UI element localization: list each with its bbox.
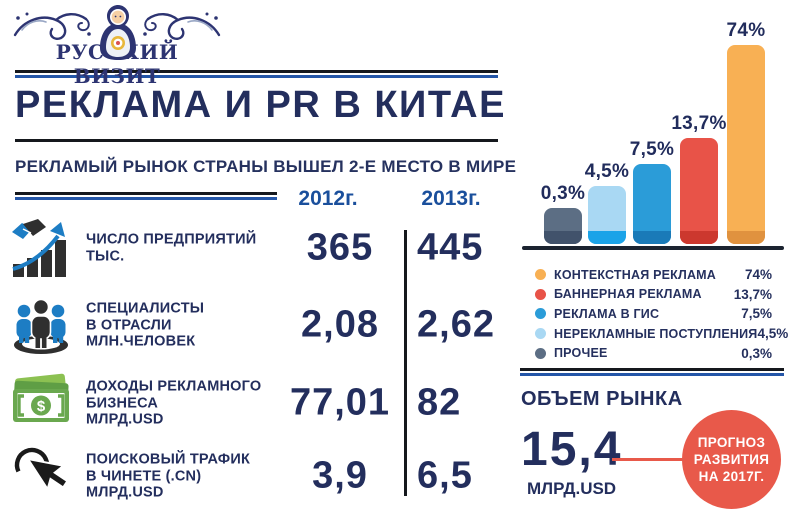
flourish-right-ornament <box>143 12 221 40</box>
chart-bar-value-label: 74% <box>726 20 766 41</box>
column-divider <box>404 230 407 496</box>
matryoshka-icon <box>100 5 136 60</box>
bar-chart: 0,3% 4,5% 7,5% 13,7% 74% <box>520 0 785 252</box>
legend-value: 74% <box>744 267 772 283</box>
chart-bar-value-label: 7,5% <box>629 139 675 160</box>
metric-value-2013: 2,62 <box>417 303 495 346</box>
chart-bar-base <box>633 231 671 244</box>
column-header-2012: 2012г. <box>298 187 358 210</box>
market-volume-unit: МЛРД.USD <box>527 479 617 498</box>
table-row: ЧИСЛО ПРЕДПРИЯТИЙ ТЫС. 365 445 <box>8 210 500 286</box>
metric-label-line: ТЫС. <box>86 248 125 264</box>
metric-value-2012: 3,9 <box>312 454 368 497</box>
metric-label-line: МЛРД.USD <box>86 411 164 428</box>
legend-item: РЕКЛАМА В ГИС 7,5% <box>535 304 772 324</box>
metric-value-2012: 365 <box>306 226 374 269</box>
legend-value: 13,7% <box>733 286 772 302</box>
legend-label: РЕКЛАМА В ГИС <box>554 306 660 321</box>
badge-connector-line <box>612 458 684 461</box>
chart-bar-base <box>544 231 582 244</box>
legend-item: ПРОЧЕЕ 0,3% <box>535 343 772 363</box>
legend-item: НЕРЕКЛАМНЫЕ ПОСТУПЛЕНИЯ 4,5% <box>535 324 788 344</box>
metric-value-2013: 82 <box>417 381 462 424</box>
metric-label: СПЕЦИАЛИСТЫ В ОТРАСЛИ МЛН.ЧЕЛОВЕК <box>86 300 204 350</box>
metric-label-line: В ОТРАСЛИ <box>86 316 172 333</box>
legend-color-dot <box>535 308 546 320</box>
legend-color-dot <box>535 328 546 340</box>
legend-value: 4,5% <box>757 326 789 342</box>
legend-label: ПРОЧЕЕ <box>554 346 608 361</box>
market-volume-heading: ОБЪЕМ РЫНКА <box>521 388 683 410</box>
legend-value: 0,3% <box>741 345 772 361</box>
chart-legend: КОНТЕКСТНАЯ РЕКЛАМА 74% БАННЕРНАЯ РЕКЛАМА 1… <box>535 265 788 363</box>
legend-label: НЕРЕКЛАМНЫЕ ПОСТУПЛЕНИЯ <box>554 326 758 341</box>
separator-top <box>15 70 498 78</box>
page-subtitle: РЕКЛАМЫЙ РЫНОК СТРАНЫ ВЫШЕЛ 2-Е МЕСТО В … <box>15 157 517 176</box>
chart-bar <box>588 186 626 244</box>
chart-bar-base <box>588 231 626 244</box>
metric-value-2012: 2,08 <box>301 303 379 346</box>
forecast-badge: ПРОГНОЗ РАЗВИТИЯ НА 2017Г. <box>682 410 781 509</box>
metric-label: ЧИСЛО ПРЕДПРИЯТИЙ ТЫС. <box>86 232 256 265</box>
chart-bar <box>544 208 582 244</box>
metric-label-line: В ЧИНЕТЕ (.CN) <box>86 467 202 484</box>
legend-color-dot <box>535 269 546 281</box>
specialists-group-icon <box>10 294 72 356</box>
cursor-click-icon <box>10 445 72 507</box>
metric-label-line: МЛРД.USD <box>86 484 164 501</box>
metric-value-2013: 445 <box>417 226 484 269</box>
chart-bar-base <box>680 231 718 244</box>
metric-label-line: БИЗНЕСА <box>86 394 159 411</box>
chart-bar <box>680 138 718 244</box>
legend-item: БАННЕРНАЯ РЕКЛАМА 13,7% <box>535 285 772 305</box>
separator-under-title <box>15 139 498 142</box>
market-volume-value: 15,4 <box>521 423 623 476</box>
metric-label-line: ЧИСЛО ПРЕДПРИЯТИЙ <box>86 231 257 248</box>
chart-bar-base <box>727 231 765 244</box>
page-title: РЕКЛАМА И PR В КИТАЕ <box>15 84 506 126</box>
metric-label-line: ПОИСКОВЫЙ ТРАФИК <box>86 451 251 468</box>
chart-bar-value-label: 13,7% <box>671 113 727 134</box>
legend-color-dot <box>535 347 546 359</box>
metric-label: ПОИСКОВЫЙ ТРАФИК В ЧИНЕТЕ (.CN) МЛРД.USD <box>86 451 250 501</box>
metric-label: ДОХОДЫ РЕКЛАМНОГО БИЗНЕСА МЛРД.USD <box>86 378 261 428</box>
legend-item: КОНТЕКСТНАЯ РЕКЛАМА 74% <box>535 265 772 285</box>
separator-right <box>520 368 784 376</box>
metric-value-2013: 6,5 <box>417 454 473 497</box>
chart-bar-value-label: 4,5% <box>584 161 630 182</box>
svg-text:$: $ <box>37 398 46 415</box>
metric-label-line: ДОХОДЫ РЕКЛАМНОГО <box>86 378 262 395</box>
table-row: ПОИСКОВЫЙ ТРАФИК В ЧИНЕТЕ (.CN) МЛРД.USD 3,… <box>8 438 500 514</box>
metric-value-2012: 77,01 <box>289 381 391 424</box>
table-row: $ ДОХОДЫ РЕКЛАМНОГО БИЗНЕСА МЛРД.USD 77,01 82 <box>8 365 500 441</box>
chart-bar <box>727 45 765 244</box>
forecast-badge-line: ПРОГНОЗ <box>697 435 766 450</box>
legend-value: 7,5% <box>741 306 772 322</box>
brand-logo: РУССКИЙ ВИЗИТ <box>12 3 228 88</box>
forecast-badge-line: НА 2017Г. <box>698 469 765 484</box>
column-header-2013: 2013г. <box>421 187 481 210</box>
legend-color-dot <box>535 288 546 300</box>
chart-axis-line <box>522 246 784 250</box>
forecast-badge-line: РАЗВИТИЯ <box>693 452 770 467</box>
table-row: СПЕЦИАЛИСТЫ В ОТРАСЛИ МЛН.ЧЕЛОВЕК 2,08 2,62 <box>8 287 500 363</box>
flourish-left-ornament <box>13 12 91 40</box>
metric-label-line: СПЕЦИАЛИСТЫ <box>86 300 205 317</box>
chart-bar-value-label: 0,3% <box>540 183 586 204</box>
metric-label-line: МЛН.ЧЕЛОВЕК <box>86 333 196 350</box>
chart-bar <box>633 164 671 244</box>
money-icon: $ <box>10 372 72 434</box>
growth-handshake-icon <box>10 217 72 279</box>
legend-label: БАННЕРНАЯ РЕКЛАМА <box>554 287 702 302</box>
legend-label: КОНТЕКСТНАЯ РЕКЛАМА <box>554 267 717 282</box>
table-header-rule <box>15 192 277 200</box>
